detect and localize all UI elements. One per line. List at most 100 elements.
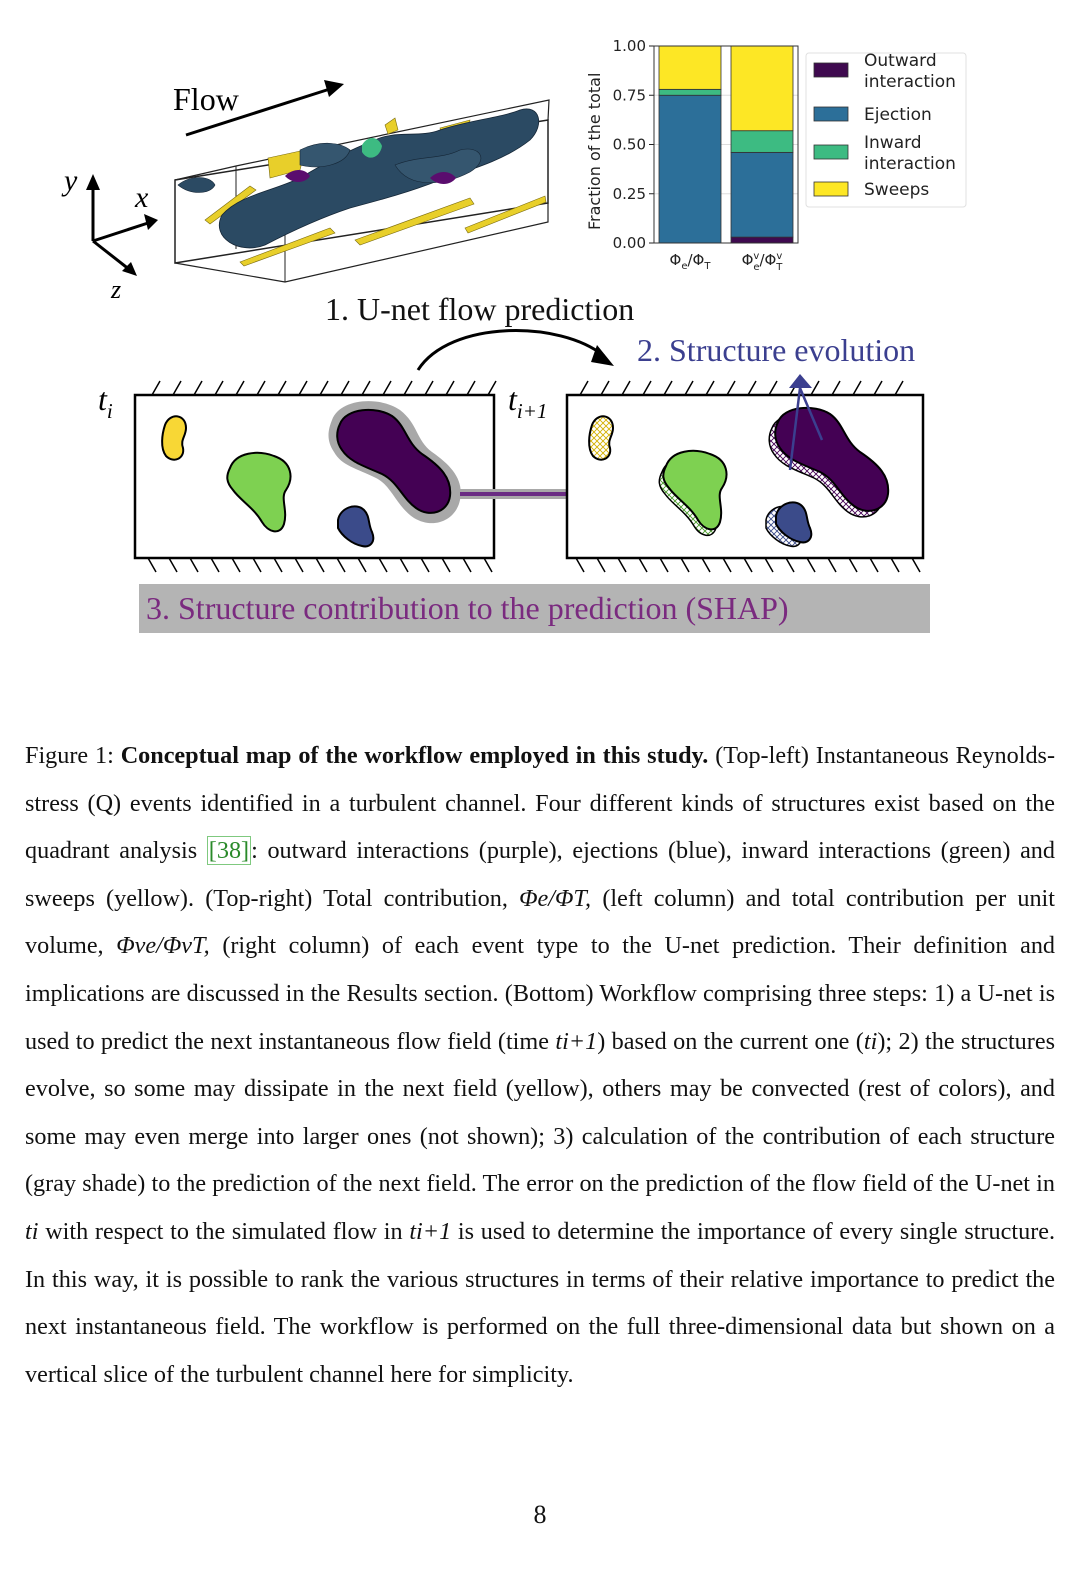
wall-hatch [579,380,589,396]
wall-hatch [319,380,329,396]
channel-left [133,380,497,573]
wall-hatch [399,557,409,573]
wall-hatch [869,557,879,573]
legend-swatch [813,106,849,122]
wall-hatch [252,557,262,573]
wall-hatch [680,557,690,573]
yellow-structure-dissipated [588,415,615,461]
stacked-bar-chart: 0.00 0.25 0.50 0.75 1.00 Fraction of the tot… [585,37,967,273]
wall-hatch [361,380,371,396]
axis-z-label: z [110,275,121,304]
legend-label: Ejection [864,105,932,125]
legend-swatch [813,144,849,160]
wall-hatch [705,380,715,396]
math-t-i: ti [863,1027,878,1055]
caption-figure-label: Figure 1: [25,742,114,769]
chart-xtick-label: Φv e/Φv T [742,251,784,273]
legend-swatch [813,62,849,78]
bar-segment-inward-interaction [658,88,722,96]
wall-hatch [210,557,220,573]
wall-hatch [235,380,245,396]
blue-structure [337,505,375,548]
flow-indicator: Flow [173,80,344,137]
caption-text-5: ) based on the current one ( [597,1027,864,1055]
wall-hatch [785,557,795,573]
flow-label: Flow [173,81,239,117]
wall-hatch [420,557,430,573]
wall-hatch [621,380,631,396]
wall-hatch [768,380,778,396]
caption-text-4: (right column) of each event type to the… [25,932,1056,1055]
figure-caption: Figure 1: Conceptual map of the workflow… [25,732,1055,1398]
axis-x-label: x [134,181,149,214]
bar-segment-ejection [658,94,722,244]
chart-ytick-label: 0.50 [613,136,646,154]
wall-hatch [382,380,392,396]
wall-hatch [277,380,287,396]
wall-hatch [617,557,627,573]
wall-hatch [256,380,266,396]
math-t-i-2: ti [25,1217,39,1245]
wall-hatch [806,557,816,573]
yellow-structure [161,415,188,461]
time-label-ti: ti [98,381,113,423]
wall-hatch [378,557,388,573]
bar-segment-sweeps [658,45,722,90]
wall-hatch [638,557,648,573]
wall-hatch [663,380,673,396]
wall-hatch [764,557,774,573]
step1-label: 1. U-net flow prediction [325,291,634,327]
page-number: 8 [533,1500,547,1529]
caption-text-7: with respect to the simulated flow in [45,1217,403,1245]
step1-curved-arrow [416,329,605,371]
purple-structure-evolved [774,406,890,512]
wall-hatch [231,557,241,573]
wall-hatch [445,380,455,396]
caption-text-3: (left column) and total contribution per… [25,884,1056,960]
wall-hatch [722,557,732,573]
chart-ytick-label: 1.00 [613,37,646,55]
wall-hatch [831,380,841,396]
math-phi-v: Φve/ΦvT, [116,932,210,960]
wall-hatch [298,380,308,396]
wall-hatch [890,557,900,573]
caption-text-8: is used to determine the importance of e… [25,1217,1056,1388]
channel-right [565,374,925,573]
wall-hatch [894,380,904,396]
workflow-figure: y x z Flow 0.00 0.25 [61,37,967,633]
axis-y-label: y [61,164,78,197]
wall-hatch [684,380,694,396]
wall-hatch [659,557,669,573]
wall-hatch [747,380,757,396]
caption-text-1: (Top-left) Instantaneous Reynolds-stress… [25,742,1056,865]
chart-ytick-label: 0.25 [613,185,646,203]
wall-hatch [810,380,820,396]
channel-3d-structures [174,99,550,283]
wall-hatch [575,557,585,573]
wall-hatch [340,380,350,396]
purple-structure [336,408,452,514]
legend-label-line2: interaction [864,72,956,92]
bar-segment-outward-interaction [730,236,794,244]
math-t-next-2: ti+1 [409,1217,452,1245]
wall-hatch [403,380,413,396]
chart-xtick-label: Φe/ΦT [670,251,712,272]
step3-label: 3. Structure contribution to the predict… [146,590,789,626]
wall-hatch [357,557,367,573]
wall-hatch [743,557,753,573]
wall-hatch [600,380,610,396]
bar-segment-inward-interaction [730,130,794,153]
wall-hatch [483,557,493,573]
caption-text-6: ); 2) the structures evolve, so some may… [25,1027,1055,1198]
blue-structure-evolved [775,501,813,544]
wall-hatch [315,557,325,573]
time-label-ti1: ti+1 [508,381,547,423]
step3-background [139,584,930,633]
wall-hatch [168,557,178,573]
wall-hatch [852,380,862,396]
caption-title: Conceptual map of the workflow employed … [120,742,709,769]
citation-link[interactable]: [38] [206,836,252,866]
step2-label: 2. Structure evolution [637,332,915,368]
wall-hatch [214,380,224,396]
wall-hatch [487,380,497,396]
